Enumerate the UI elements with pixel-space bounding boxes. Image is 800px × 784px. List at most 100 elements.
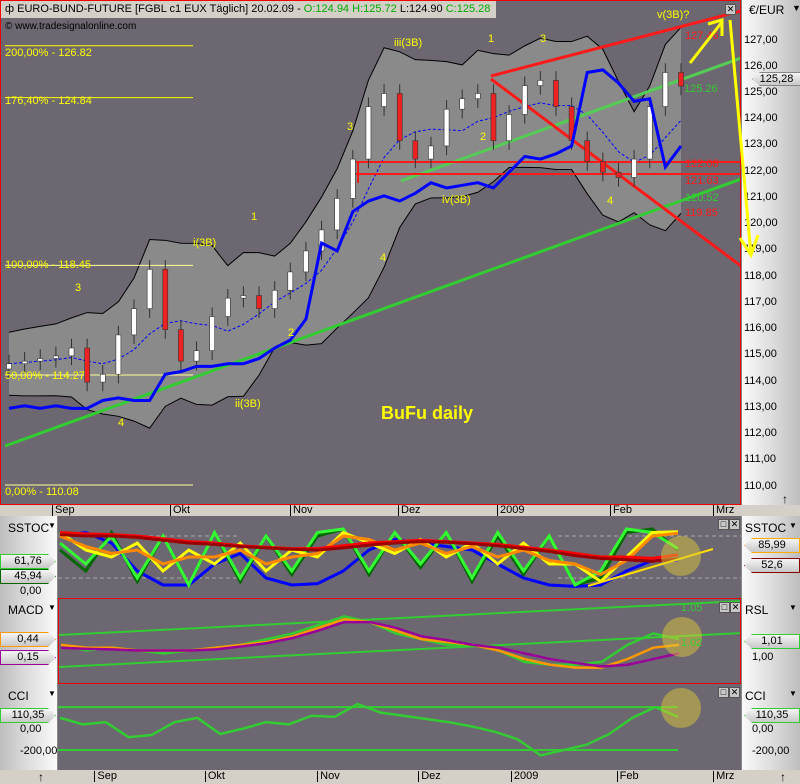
chart-title-bar: ф EURO-BUND-FUTURE [FGBL c1 EUX Täglich]… — [1, 1, 497, 18]
x-tick-label: Feb — [616, 771, 639, 782]
chevron-down-icon[interactable]: ▼ — [48, 603, 56, 612]
candle — [600, 161, 606, 173]
axis-value: 1,00 — [752, 651, 774, 663]
x-tick-label: Mrz — [713, 771, 734, 782]
chart-annotation: BuFu daily — [381, 403, 474, 423]
maximize-button[interactable]: □ — [718, 519, 729, 530]
y-tick-label: 124,00 — [744, 112, 778, 125]
axis-value: 0,00 — [20, 585, 42, 597]
indicator-panel-macd[interactable]: □ ✕ 1.05 1.02 — [58, 598, 741, 684]
highlight-circle — [661, 536, 701, 576]
chevron-down-icon[interactable]: ▼ — [48, 689, 56, 698]
candle — [131, 308, 137, 336]
price-axis[interactable]: €/EUR ▼ 127,00 126,00 125,00 124,00 123,00 12… — [741, 0, 800, 505]
indicator-panel-sstoc[interactable]: □ ✕ — [58, 516, 741, 598]
close-panel-button[interactable]: ✕ — [729, 519, 740, 530]
fib-label: 100,00% - 118.45 — [5, 259, 92, 271]
close-panel-button[interactable]: ✕ — [730, 602, 740, 613]
candle — [553, 80, 559, 107]
close-panel-button[interactable]: ✕ — [729, 687, 740, 698]
wave-label: 1 — [488, 33, 495, 45]
indicator-panel-cci[interactable]: □ ✕ — [58, 684, 741, 770]
candle — [381, 93, 387, 107]
candle — [490, 93, 497, 142]
candle — [68, 347, 75, 357]
overlay-line — [8, 68, 683, 410]
chevron-down-icon[interactable]: ▼ — [789, 521, 797, 530]
x-axis-bottom: Sep Okt Nov Dez 2009 Feb Mrz ↑ ↑ — [0, 770, 800, 784]
x-tick-label: Sep — [52, 505, 75, 516]
x-tick-label: Okt — [204, 771, 225, 782]
candle — [256, 295, 262, 309]
axis-value: -200,00 — [20, 745, 58, 757]
wave-label: 2 — [480, 131, 487, 143]
level-label: 1.02 — [681, 637, 703, 649]
trendline-lower — [4, 177, 740, 448]
bollinger-mid — [8, 102, 682, 365]
wave-label: 4 — [118, 417, 125, 429]
chevron-down-icon[interactable]: ▼ — [789, 689, 797, 698]
y-tick-label: 120,00 — [744, 217, 778, 230]
y-tick-label: 113,00 — [744, 400, 777, 413]
scroll-arrow-icon[interactable]: ↑ — [780, 770, 786, 784]
axis-value: 0,00 — [752, 723, 774, 735]
candle — [224, 297, 231, 317]
candle — [287, 271, 294, 291]
value-tag: 85,99 — [744, 538, 800, 553]
x-tick-label: Dez — [418, 771, 441, 782]
indicator-plot — [59, 600, 740, 669]
maximize-button[interactable]: □ — [719, 602, 730, 613]
symbol-icon: ф — [5, 3, 18, 15]
indicator-line — [60, 620, 680, 668]
candle — [193, 350, 200, 362]
wave-label: 3 — [347, 121, 354, 133]
chevron-down-icon[interactable]: ▼ — [48, 521, 56, 530]
scroll-arrow-icon[interactable]: ↑ — [782, 492, 788, 506]
price-level-label: 127.46 — [685, 30, 719, 42]
candle — [178, 329, 184, 362]
indicator-line — [59, 527, 679, 589]
high-value: H:125.72 — [352, 3, 397, 15]
y-tick-label: 118,00 — [744, 269, 777, 282]
axis-value: -200,00 — [752, 745, 790, 757]
trend-line — [59, 600, 740, 636]
x-tick-label: Nov — [290, 505, 313, 516]
y-tick-label: 115,00 — [744, 348, 777, 361]
y-tick-label: 117,00 — [744, 295, 777, 308]
y-tick-label: 111,00 — [744, 453, 777, 466]
y-tick-label: 122,00 — [744, 164, 778, 177]
close-chart-button[interactable]: ✕ — [725, 4, 736, 15]
fib-label: 0,00% - 110.08 — [5, 486, 79, 498]
x-tick-label: 2009 — [497, 505, 524, 516]
x-tick-label: Mrz — [713, 505, 734, 516]
x-tick-label: Sep — [94, 771, 117, 782]
candle — [146, 268, 153, 309]
chevron-down-icon[interactable]: ▼ — [792, 3, 800, 13]
resistance-line — [490, 9, 740, 78]
indicator-title: CCI — [8, 689, 29, 703]
indicator-line — [59, 533, 679, 563]
candle — [584, 140, 591, 163]
value-tag: 52,6 — [744, 558, 800, 573]
x-tick-label: Feb — [610, 505, 632, 516]
highlight-circle — [662, 617, 702, 657]
y-tick-label: 112,00 — [744, 427, 777, 440]
price-chart[interactable]: © www.tradesignalonline.com 200,00% - 12… — [0, 0, 741, 505]
wave-label: 4 — [380, 252, 387, 264]
wave-label: iii(3B) — [394, 37, 423, 49]
wave-label: 2 — [288, 327, 295, 339]
scroll-arrow-icon[interactable]: ↑ — [38, 770, 44, 784]
maximize-button[interactable]: □ — [718, 687, 729, 698]
wave-label: i(3B) — [193, 237, 217, 249]
value-tag: 110,35 — [0, 708, 56, 723]
chevron-down-icon[interactable]: ▼ — [789, 603, 797, 612]
y-tick-label: 110,00 — [744, 479, 777, 492]
candle — [396, 93, 403, 142]
candle — [428, 145, 434, 160]
candle — [537, 80, 544, 86]
candle — [475, 93, 481, 100]
candle — [209, 316, 215, 351]
candle — [162, 268, 169, 330]
value-tag: 1,01 — [744, 634, 800, 649]
x-tick-label: 2009 — [510, 771, 538, 782]
